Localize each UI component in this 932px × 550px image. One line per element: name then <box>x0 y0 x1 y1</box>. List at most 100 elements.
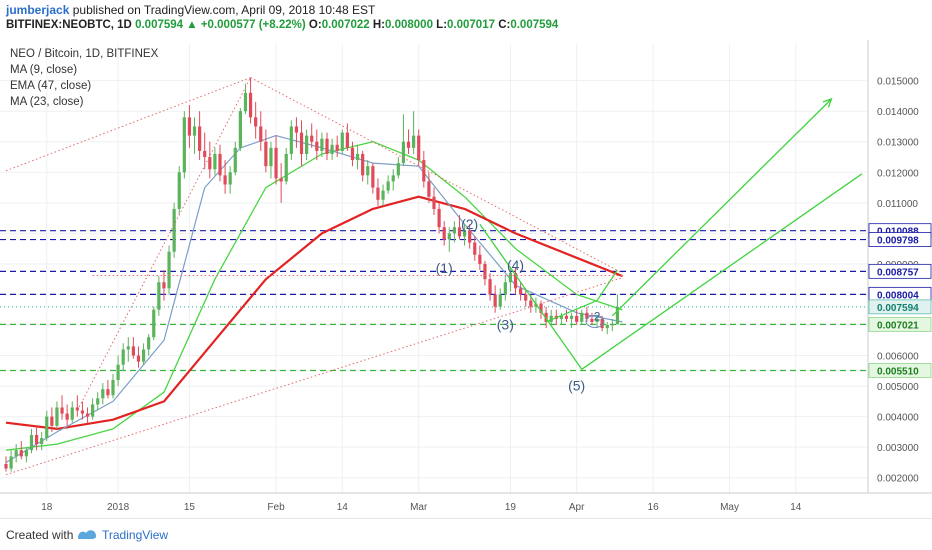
tradingview-brand-link[interactable]: TradingView <box>102 528 169 542</box>
candle-body <box>468 230 472 243</box>
candle-body <box>473 242 477 255</box>
low-label: L: <box>436 19 448 31</box>
y-tick-label: 0.003000 <box>877 443 919 454</box>
candle-body <box>401 141 406 164</box>
symbol-label: BITFINEX:NEOBTC, 1D <box>6 19 132 31</box>
candle-body <box>498 294 502 307</box>
candle-body <box>45 416 49 439</box>
candle-body <box>513 273 518 289</box>
candle-body <box>254 117 258 127</box>
candle-body <box>19 450 23 457</box>
candle-body <box>508 273 513 283</box>
wave-label: (4) <box>507 257 524 273</box>
legend-title: NEO / Bitcoin, 1D, BITFINEX <box>10 48 159 60</box>
y-tick-label: 0.004000 <box>877 413 919 424</box>
candle-body <box>269 147 273 167</box>
candle-body <box>381 190 385 200</box>
candle-body <box>213 153 217 170</box>
candle-body <box>126 346 130 350</box>
candle-body <box>238 111 242 148</box>
candle-body <box>335 144 339 151</box>
candle-body <box>391 175 395 182</box>
legend-ma9[interactable]: MA (9, close) <box>10 64 78 76</box>
candle-body <box>305 135 309 154</box>
candle-body <box>141 349 146 362</box>
x-tick-label: 19 <box>505 502 517 513</box>
chart-header: jumberjack published on TradingView.com,… <box>0 0 932 38</box>
close-value: 0.007594 <box>510 19 559 31</box>
close-label: C: <box>498 19 511 31</box>
candle-body <box>376 187 380 200</box>
candle-body <box>488 279 492 295</box>
candle-body <box>315 141 319 151</box>
ma9-line <box>5 135 623 464</box>
candle-body <box>60 407 64 414</box>
candle-body <box>529 300 533 307</box>
publish-info: jumberjack published on TradingView.com,… <box>6 3 375 17</box>
price-level-label: 0.008757 <box>877 267 919 278</box>
published-text: published on TradingView.com, April 09, … <box>72 3 376 17</box>
candle-body <box>259 126 263 142</box>
chart-area[interactable]: (1) (2) (3) (4) (5) 2 0.002000 0.003000 0.00400… <box>0 40 932 516</box>
candle-body <box>70 407 74 420</box>
candle-body <box>131 346 135 356</box>
candle-body <box>350 147 355 161</box>
candle-body <box>462 230 467 237</box>
candle-body <box>478 254 482 264</box>
price-level-badge <box>868 232 932 247</box>
high-value: 0.008000 <box>385 19 433 31</box>
high-label: H: <box>372 19 385 31</box>
y-tick-label: 0.012000 <box>877 168 919 179</box>
candle-body <box>427 181 431 197</box>
candle-body <box>91 404 95 417</box>
candle-body <box>279 178 283 182</box>
tradingview-logo-icon[interactable] <box>76 527 98 541</box>
candle-body <box>80 410 85 414</box>
candle-body <box>192 126 197 136</box>
candle-body <box>412 135 416 148</box>
candle-body <box>310 135 314 142</box>
x-tick-label: Apr <box>569 502 585 513</box>
candle-body <box>223 175 227 185</box>
candle-body <box>14 450 18 457</box>
open-value: 0.007022 <box>321 19 370 31</box>
legend-ma23[interactable]: MA (23, close) <box>10 96 84 108</box>
wave-label: (2) <box>461 216 478 232</box>
y-tick-label: 0.006000 <box>877 352 919 363</box>
candle-body <box>447 233 451 240</box>
y-tick-label: 0.015000 <box>877 77 919 88</box>
candle-body <box>121 349 125 365</box>
candle-body <box>503 282 507 295</box>
candle-body <box>116 364 120 380</box>
x-tick-label: 16 <box>648 502 660 513</box>
candle-body <box>600 318 604 329</box>
candle-body <box>493 294 497 307</box>
candle-body <box>320 138 324 151</box>
candle-body <box>406 141 411 148</box>
candle-body <box>162 282 166 289</box>
price-level-badge <box>868 263 932 279</box>
y-tick-label: 0.013000 <box>877 138 919 149</box>
candle-body <box>610 324 614 326</box>
candle-body <box>299 132 304 154</box>
quote-line: BITFINEX:NEOBTC, 1D 0.007594 ▲ +0.000577… <box>6 19 558 31</box>
x-tick-label: 2018 <box>107 502 130 513</box>
candle-body <box>590 318 594 322</box>
x-tick-label: May <box>720 502 739 513</box>
x-tick-label: 15 <box>184 502 196 513</box>
author-link[interactable]: jumberjack <box>6 3 70 17</box>
candle-body <box>289 126 293 154</box>
trend-line-dotted-rise <box>76 77 252 411</box>
price-chart[interactable]: (1) (2) (3) (4) (5) 2 0.002000 0.003000 0.00400… <box>0 40 932 516</box>
created-with-text: Created with <box>6 528 74 542</box>
legend-ema47[interactable]: EMA (47, close) <box>10 80 92 92</box>
candle-body <box>457 227 462 237</box>
candle-body <box>40 438 44 445</box>
y-tick-label: 0.011000 <box>877 199 918 210</box>
up-arrow-icon: ▲ <box>186 19 198 31</box>
low-value: 0.007017 <box>447 19 495 31</box>
candle-body <box>187 117 192 136</box>
footer-bar: Created with TradingView <box>0 518 932 550</box>
x-tick-label: 18 <box>41 502 53 513</box>
price-level-badge <box>868 316 932 332</box>
